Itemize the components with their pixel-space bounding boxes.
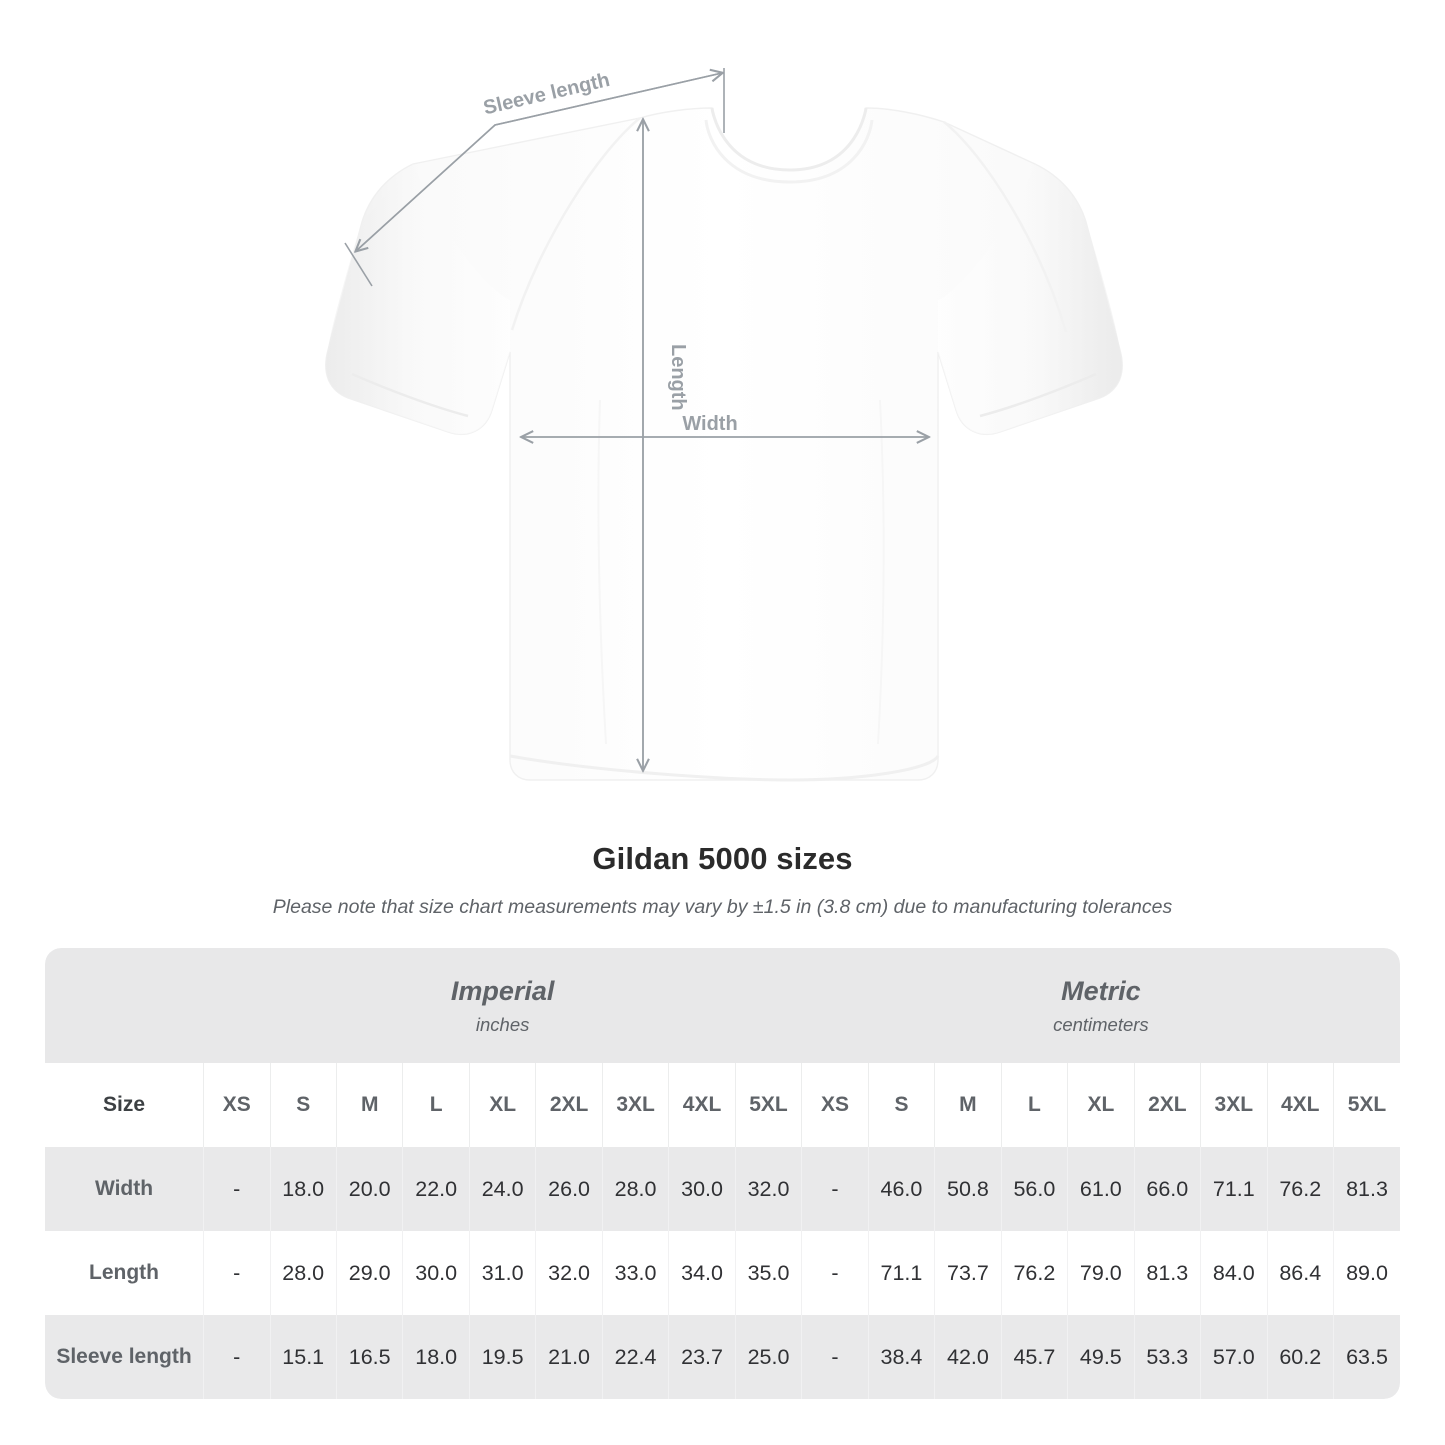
cell-length-metric-m: 73.7 bbox=[934, 1231, 1002, 1315]
cell-length-metric-5xl: 89.0 bbox=[1333, 1231, 1400, 1315]
size-header-imperial-xs: XS bbox=[203, 1063, 270, 1147]
cell-sleeve-length-metric-2xl: 53.3 bbox=[1133, 1315, 1201, 1399]
row-label-width: Width bbox=[45, 1147, 204, 1231]
size-header-metric-m: M bbox=[934, 1063, 1002, 1147]
cell-width-metric-l: 56.0 bbox=[1000, 1147, 1068, 1231]
cell-sleeve-length-imperial-xl: 19.5 bbox=[468, 1315, 536, 1399]
cell-sleeve-length-imperial-xs: - bbox=[203, 1315, 270, 1399]
cell-length-imperial-xl: 31.0 bbox=[468, 1231, 536, 1315]
cell-sleeve-length-metric-4xl: 60.2 bbox=[1266, 1315, 1334, 1399]
size-header-imperial-l: L bbox=[402, 1063, 470, 1147]
cell-sleeve-length-imperial-4xl: 23.7 bbox=[668, 1315, 736, 1399]
unit-group-name: Metric bbox=[1061, 975, 1141, 1006]
cell-length-metric-xs: - bbox=[801, 1231, 869, 1315]
sleeve-length-label: Sleeve length bbox=[481, 69, 612, 119]
cell-width-imperial-2xl: 26.0 bbox=[535, 1147, 603, 1231]
size-header-metric-2xl: 2XL bbox=[1133, 1063, 1201, 1147]
cell-sleeve-length-imperial-l: 18.0 bbox=[402, 1315, 470, 1399]
cell-width-metric-5xl: 81.3 bbox=[1333, 1147, 1400, 1231]
unit-group-imperial: Imperial inches bbox=[203, 948, 802, 1063]
unit-group-metric: Metric centimeters bbox=[801, 948, 1400, 1063]
measurement-guides bbox=[344, 68, 928, 770]
size-header-metric-l: L bbox=[1000, 1063, 1068, 1147]
cell-width-imperial-3xl: 28.0 bbox=[601, 1147, 669, 1231]
cell-length-imperial-s: 28.0 bbox=[269, 1231, 337, 1315]
cell-width-imperial-5xl: 32.0 bbox=[734, 1147, 802, 1231]
cell-length-imperial-l: 30.0 bbox=[402, 1231, 470, 1315]
cell-length-metric-3xl: 84.0 bbox=[1200, 1231, 1268, 1315]
cell-sleeve-length-metric-3xl: 57.0 bbox=[1200, 1315, 1268, 1399]
cell-sleeve-length-metric-l: 45.7 bbox=[1000, 1315, 1068, 1399]
cell-sleeve-length-imperial-5xl: 25.0 bbox=[734, 1315, 802, 1399]
size-header-metric-3xl: 3XL bbox=[1200, 1063, 1268, 1147]
table-row: Sleeve length -15.1 16.5 18.0 19.5 21.0 22.4 23… bbox=[45, 1315, 1400, 1399]
cell-width-imperial-4xl: 30.0 bbox=[668, 1147, 736, 1231]
chart-heading-block: Gildan 5000 sizes Please note that size … bbox=[0, 840, 1445, 919]
size-header-imperial-3xl: 3XL bbox=[601, 1063, 669, 1147]
size-header-imperial-4xl: 4XL bbox=[668, 1063, 736, 1147]
size-header-metric-s: S bbox=[867, 1063, 935, 1147]
cell-width-imperial-l: 22.0 bbox=[402, 1147, 470, 1231]
cell-width-metric-xs: - bbox=[801, 1147, 869, 1231]
cell-sleeve-length-imperial-3xl: 22.4 bbox=[601, 1315, 669, 1399]
cell-length-imperial-5xl: 35.0 bbox=[734, 1231, 802, 1315]
size-header-imperial-xl: XL bbox=[468, 1063, 536, 1147]
cell-width-metric-xl: 61.0 bbox=[1067, 1147, 1135, 1231]
size-header-imperial-m: M bbox=[335, 1063, 403, 1147]
cell-width-metric-3xl: 71.1 bbox=[1200, 1147, 1268, 1231]
cell-sleeve-length-metric-s: 38.4 bbox=[867, 1315, 935, 1399]
cell-sleeve-length-imperial-2xl: 21.0 bbox=[535, 1315, 603, 1399]
size-header-row: Size XS S M L XL 2XL 3XL 4XL 5XL XS S M L XL 2XL 3XL 4XL 5… bbox=[45, 1063, 1400, 1147]
unit-group-subtitle: centimeters bbox=[1053, 1013, 1149, 1035]
cell-width-metric-s: 46.0 bbox=[867, 1147, 935, 1231]
cell-sleeve-length-imperial-s: 15.1 bbox=[269, 1315, 337, 1399]
cell-width-metric-4xl: 76.2 bbox=[1266, 1147, 1334, 1231]
cell-sleeve-length-metric-m: 42.0 bbox=[934, 1315, 1002, 1399]
tshirt-illustration: Sleeve length Length Width bbox=[325, 68, 1123, 782]
cell-width-metric-m: 50.8 bbox=[934, 1147, 1002, 1231]
size-chart-table-wrapper: Imperial inches Metric centimeters Size XS S M L… bbox=[45, 948, 1400, 1399]
size-chart-table: Imperial inches Metric centimeters Size XS S M L… bbox=[45, 948, 1400, 1399]
size-header-imperial-2xl: 2XL bbox=[535, 1063, 603, 1147]
cell-width-imperial-m: 20.0 bbox=[335, 1147, 403, 1231]
width-label: Width bbox=[682, 413, 737, 435]
cell-length-metric-l: 76.2 bbox=[1000, 1231, 1068, 1315]
cell-sleeve-length-metric-xl: 49.5 bbox=[1067, 1315, 1135, 1399]
unit-banner-row: Imperial inches Metric centimeters bbox=[45, 948, 1400, 1063]
unit-group-name: Imperial bbox=[450, 975, 555, 1006]
cell-sleeve-length-imperial-m: 16.5 bbox=[335, 1315, 403, 1399]
page-title: Gildan 5000 sizes bbox=[592, 841, 853, 876]
cell-length-imperial-xs: - bbox=[203, 1231, 270, 1315]
cell-length-metric-4xl: 86.4 bbox=[1266, 1231, 1334, 1315]
size-header-imperial-s: S bbox=[269, 1063, 337, 1147]
cell-sleeve-length-metric-5xl: 63.5 bbox=[1333, 1315, 1400, 1399]
size-header-metric-5xl: 5XL bbox=[1333, 1063, 1400, 1147]
cell-length-metric-2xl: 81.3 bbox=[1133, 1231, 1201, 1315]
cell-length-metric-xl: 79.0 bbox=[1067, 1231, 1135, 1315]
size-header-metric-xl: XL bbox=[1067, 1063, 1135, 1147]
cell-width-imperial-s: 18.0 bbox=[269, 1147, 337, 1231]
tolerance-note: Please note that size chart measurements… bbox=[272, 896, 1173, 918]
cell-width-imperial-xs: - bbox=[203, 1147, 270, 1231]
cell-length-metric-s: 71.1 bbox=[867, 1231, 935, 1315]
size-header-imperial-5xl: 5XL bbox=[734, 1063, 802, 1147]
table-row: Length -28.0 29.0 30.0 31.0 32.0 33.0 34.0 35.0-… bbox=[45, 1231, 1400, 1315]
tshirt-shape bbox=[325, 107, 1123, 782]
unit-banner-spacer bbox=[45, 948, 204, 1063]
row-label-sleeve-length: Sleeve length bbox=[45, 1315, 204, 1399]
unit-group-subtitle: inches bbox=[475, 1013, 530, 1035]
cell-width-imperial-xl: 24.0 bbox=[468, 1147, 536, 1231]
cell-sleeve-length-metric-xs: - bbox=[801, 1315, 869, 1399]
size-header-label: Size bbox=[45, 1063, 204, 1147]
length-label: Length bbox=[667, 344, 689, 411]
cell-length-imperial-2xl: 32.0 bbox=[535, 1231, 603, 1315]
cell-width-metric-2xl: 66.0 bbox=[1133, 1147, 1201, 1231]
cell-length-imperial-m: 29.0 bbox=[335, 1231, 403, 1315]
cell-length-imperial-4xl: 34.0 bbox=[668, 1231, 736, 1315]
size-header-metric-4xl: 4XL bbox=[1266, 1063, 1334, 1147]
row-label-length: Length bbox=[45, 1231, 204, 1315]
size-header-metric-xs: XS bbox=[801, 1063, 869, 1147]
cell-length-imperial-3xl: 33.0 bbox=[601, 1231, 669, 1315]
table-row: Width -18.0 20.0 22.0 24.0 26.0 28.0 30.0 32.0-4… bbox=[45, 1147, 1400, 1231]
